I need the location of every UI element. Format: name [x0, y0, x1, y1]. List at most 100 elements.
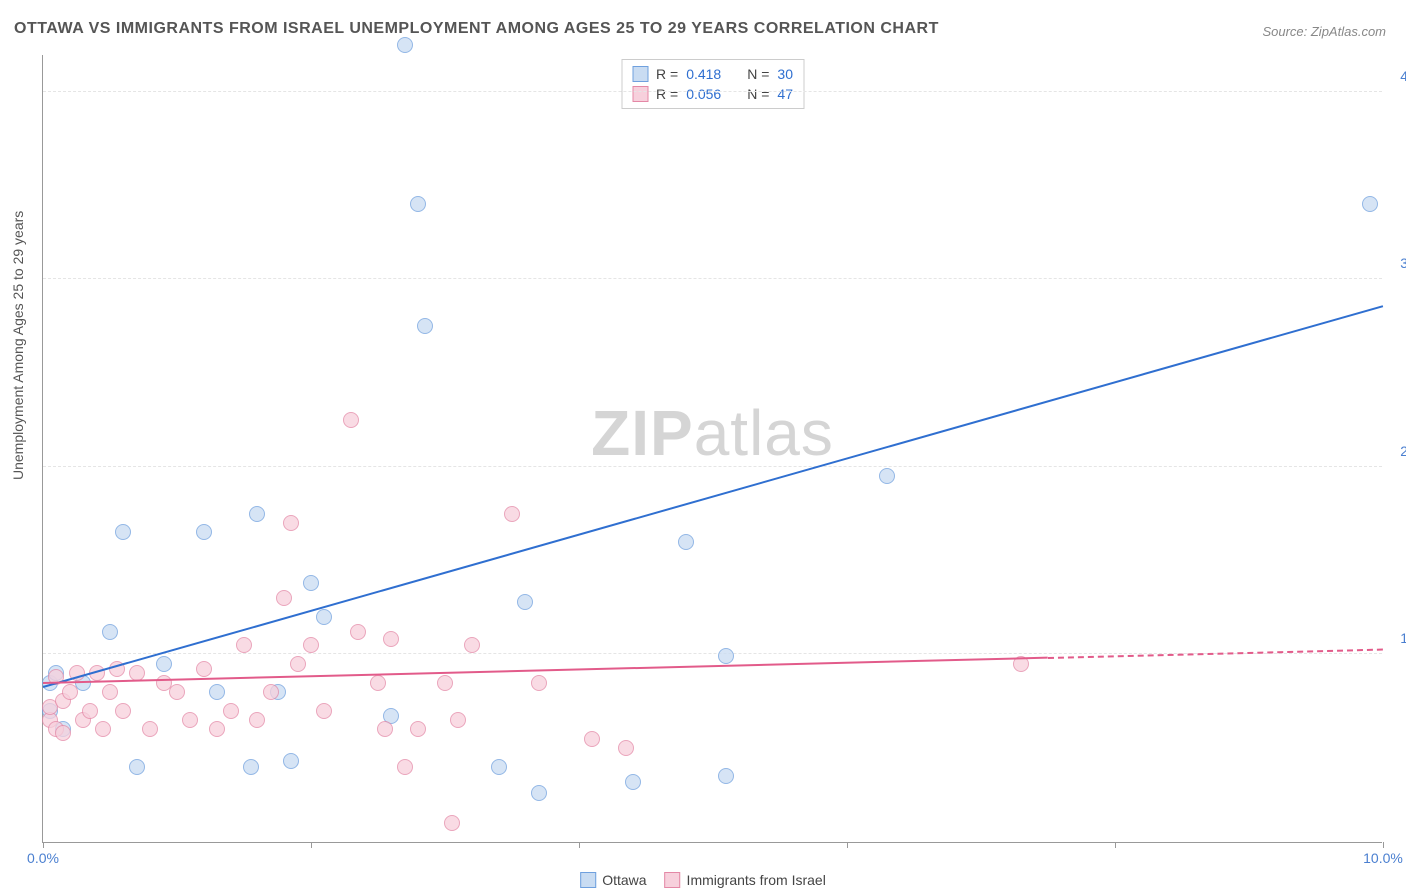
data-point — [316, 609, 332, 625]
data-point — [82, 703, 98, 719]
data-point — [450, 712, 466, 728]
data-point — [209, 721, 225, 737]
data-point — [283, 515, 299, 531]
legend-r-label: R = — [656, 86, 678, 102]
data-point — [156, 656, 172, 672]
data-point — [370, 675, 386, 691]
data-point — [196, 661, 212, 677]
data-point — [102, 624, 118, 640]
x-tick — [311, 842, 312, 848]
data-point — [464, 637, 480, 653]
data-point — [531, 785, 547, 801]
x-tick — [1115, 842, 1116, 848]
data-point — [377, 721, 393, 737]
y-axis-label: Unemployment Among Ages 25 to 29 years — [10, 211, 26, 480]
x-tick — [579, 842, 580, 848]
watermark: ZIPatlas — [591, 396, 834, 470]
data-point — [169, 684, 185, 700]
data-point — [625, 774, 641, 790]
data-point — [444, 815, 460, 831]
data-point — [1362, 196, 1378, 212]
legend-label-ottawa: Ottawa — [602, 872, 646, 888]
data-point — [531, 675, 547, 691]
data-point — [276, 590, 292, 606]
data-point — [283, 753, 299, 769]
data-point — [678, 534, 694, 550]
data-point — [303, 637, 319, 653]
legend-correlation: R = 0.418 N = 30 R = 0.056 N = 47 — [621, 59, 804, 109]
data-point — [718, 768, 734, 784]
data-point — [129, 759, 145, 775]
legend-row-israel: R = 0.056 N = 47 — [632, 84, 793, 104]
data-point — [142, 721, 158, 737]
data-point — [504, 506, 520, 522]
data-point — [437, 675, 453, 691]
legend-swatch-ottawa — [580, 872, 596, 888]
data-point — [115, 703, 131, 719]
data-point — [290, 656, 306, 672]
data-point — [517, 594, 533, 610]
data-point — [182, 712, 198, 728]
x-tick — [847, 842, 848, 848]
data-point — [102, 684, 118, 700]
legend-item-ottawa: Ottawa — [580, 872, 646, 888]
x-tick — [43, 842, 44, 848]
legend-n-value-israel: 47 — [777, 86, 793, 102]
legend-series: Ottawa Immigrants from Israel — [580, 872, 826, 888]
legend-n-value-ottawa: 30 — [777, 66, 793, 82]
y-tick-label: 30.0% — [1388, 255, 1406, 271]
trend-line — [43, 305, 1384, 688]
legend-swatch-israel — [665, 872, 681, 888]
chart-title: OTTAWA VS IMMIGRANTS FROM ISRAEL UNEMPLO… — [14, 20, 939, 38]
legend-label-israel: Immigrants from Israel — [687, 872, 826, 888]
chart-container: OTTAWA VS IMMIGRANTS FROM ISRAEL UNEMPLO… — [0, 0, 1406, 892]
data-point — [410, 721, 426, 737]
gridline — [43, 466, 1382, 467]
legend-r-value-israel: 0.056 — [686, 86, 721, 102]
data-point — [243, 759, 259, 775]
data-point — [410, 196, 426, 212]
legend-r-label: R = — [656, 66, 678, 82]
data-point — [491, 759, 507, 775]
data-point — [316, 703, 332, 719]
data-point — [196, 524, 212, 540]
legend-swatch-ottawa — [632, 66, 648, 82]
data-point — [618, 740, 634, 756]
data-point — [879, 468, 895, 484]
data-point — [718, 648, 734, 664]
data-point — [350, 624, 366, 640]
data-point — [397, 759, 413, 775]
legend-n-label: N = — [747, 66, 769, 82]
data-point — [249, 712, 265, 728]
data-point — [397, 37, 413, 53]
data-point — [209, 684, 225, 700]
data-point — [343, 412, 359, 428]
data-point — [236, 637, 252, 653]
gridline — [43, 91, 1382, 92]
gridline — [43, 278, 1382, 279]
legend-r-value-ottawa: 0.418 — [686, 66, 721, 82]
source-label: Source: ZipAtlas.com — [1262, 24, 1386, 39]
x-tick-label: 0.0% — [27, 850, 59, 866]
data-point — [263, 684, 279, 700]
data-point — [62, 684, 78, 700]
data-point — [95, 721, 111, 737]
data-point — [417, 318, 433, 334]
legend-item-israel: Immigrants from Israel — [665, 872, 826, 888]
y-tick-label: 10.0% — [1388, 630, 1406, 646]
data-point — [303, 575, 319, 591]
data-point — [55, 725, 71, 741]
x-tick — [1383, 842, 1384, 848]
data-point — [584, 731, 600, 747]
legend-swatch-israel — [632, 86, 648, 102]
legend-row-ottawa: R = 0.418 N = 30 — [632, 64, 793, 84]
y-tick-label: 20.0% — [1388, 443, 1406, 459]
legend-n-label: N = — [747, 86, 769, 102]
data-point — [383, 631, 399, 647]
data-point — [249, 506, 265, 522]
x-tick-label: 10.0% — [1363, 850, 1403, 866]
data-point — [115, 524, 131, 540]
plot-area: ZIPatlas R = 0.418 N = 30 R = 0.056 N = … — [42, 55, 1382, 843]
data-point — [223, 703, 239, 719]
y-tick-label: 40.0% — [1388, 68, 1406, 84]
